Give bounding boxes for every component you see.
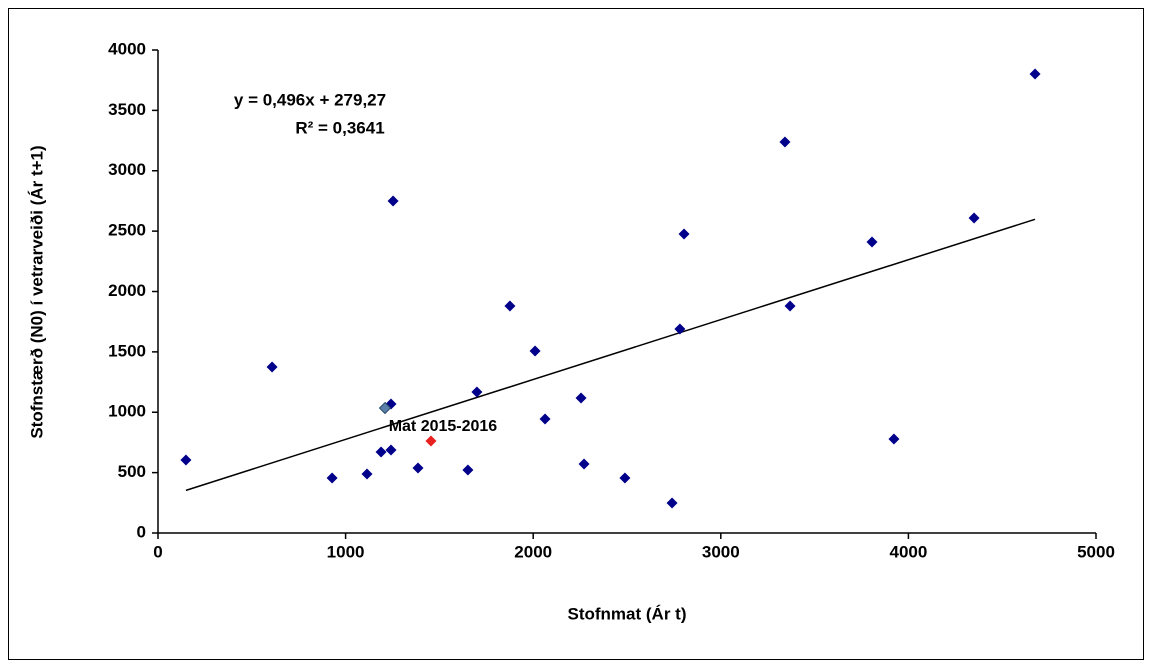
y-tick-label: 500: [118, 462, 146, 481]
data-point: [674, 323, 686, 335]
data-point: [385, 444, 397, 456]
data-point: [529, 345, 541, 357]
x-axis-label: Stofnmat (Ár t): [568, 604, 687, 623]
data-point: [968, 212, 980, 224]
chart-frame: [8, 8, 1144, 660]
data-point: [425, 435, 437, 447]
data-point: [361, 468, 373, 480]
data-point: [326, 472, 338, 484]
data-point: [462, 464, 474, 476]
data-point: [888, 433, 900, 445]
trend-equation: y = 0,496x + 279,27: [234, 90, 386, 109]
data-point: [180, 454, 192, 466]
y-tick-label: 4000: [108, 39, 146, 58]
data-point: [575, 392, 587, 404]
data-point: [266, 361, 278, 373]
y-tick-label: 2500: [108, 221, 146, 240]
x-tick-label: 3000: [702, 542, 740, 561]
r-squared: R² = 0,3641: [295, 118, 384, 137]
data-point: [779, 136, 791, 148]
point-label: Mat 2015-2016: [389, 418, 498, 435]
y-tick-label: 3500: [108, 100, 146, 119]
data-point: [504, 300, 516, 312]
data-point: [387, 195, 399, 207]
data-point: [539, 413, 551, 425]
data-point: [666, 497, 678, 509]
data-point: [375, 446, 387, 458]
data-point: [784, 300, 796, 312]
y-tick-label: 0: [137, 522, 146, 541]
data-point: [378, 401, 392, 415]
x-tick-label: 2000: [514, 542, 552, 561]
x-tick-label: 0: [153, 542, 162, 561]
data-point: [412, 462, 424, 474]
data-point: [578, 458, 590, 470]
y-tick-label: 2000: [108, 281, 146, 300]
y-tick-label: 1000: [108, 402, 146, 421]
trendline: [185, 218, 1036, 492]
data-point: [866, 236, 878, 248]
data-point: [619, 472, 631, 484]
x-tick-label: 4000: [889, 542, 927, 561]
data-point: [471, 386, 483, 398]
y-tick-label: 1500: [108, 341, 146, 360]
data-point: [678, 228, 690, 240]
x-tick-label: 5000: [1077, 542, 1115, 561]
y-axis-label: Stofnstærð (N0) í vetrarveiði (Ár t+1): [27, 145, 46, 438]
y-tick-label: 3000: [108, 160, 146, 179]
x-tick-label: 1000: [327, 542, 365, 561]
data-point: [1029, 68, 1041, 80]
